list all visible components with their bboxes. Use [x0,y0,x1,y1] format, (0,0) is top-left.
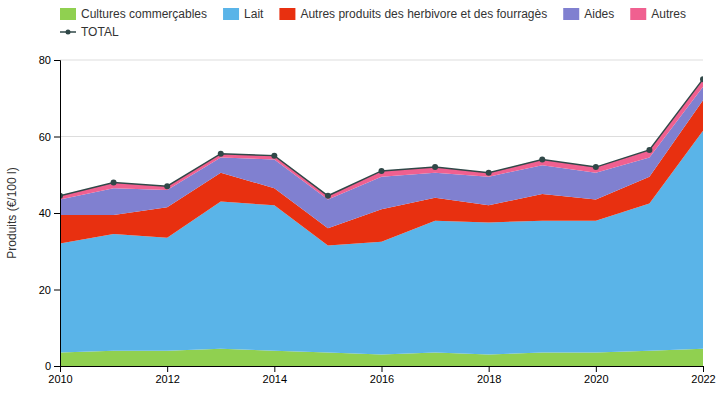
line [60,79,703,196]
tick-label: 80 [39,54,51,66]
legend-item: Autres produits des herbivore et des fou… [279,7,547,21]
area [60,87,703,229]
y-axis: 0 20 40 60 80 [39,54,61,372]
marker [486,170,492,176]
tick-mark [54,213,60,214]
chart-svg: Cultures commerçables Lait Autres produits… [0,0,725,400]
marker [593,164,599,170]
grid [60,60,703,366]
marker [164,183,170,189]
legend-swatch [563,8,579,20]
tick-label: 0 [45,360,51,372]
tick-mark [703,366,704,372]
plot-area [60,76,703,366]
legend-label: Lait [244,7,264,21]
legend-swatch [60,8,76,20]
legend-label: TOTAL [81,25,119,39]
marker [432,164,438,170]
tick-label: 2022 [691,373,715,385]
y-axis-title: Produits (€/100 l) [5,167,19,258]
tick: 40 [39,207,60,219]
tick: 2016 [370,366,394,385]
legend-label: Autres [651,7,686,21]
legend-swatch [279,8,295,20]
tick: 0 [45,360,60,372]
legend-label: Autres produits des herbivore et des fou… [300,7,547,21]
tick-mark [382,366,383,372]
legend-item: TOTAL [60,25,119,39]
marker [646,147,652,153]
marker [271,153,277,159]
legend-item: Autres [630,7,686,21]
tick: 2020 [584,366,608,385]
tick: 2012 [155,366,179,385]
tick: 20 [39,284,60,296]
legend-swatch [630,8,646,20]
tick-label: 2014 [263,373,287,385]
tick-label: 2020 [584,373,608,385]
tick-label: 2012 [155,373,179,385]
chart-container: Cultures commerçables Lait Autres produits… [0,0,725,400]
legend: Cultures commerçables Lait Autres produits… [60,7,686,39]
x-axis: 2010 2012 2014 2016 2018 2020 2022 [48,366,715,385]
marker [379,168,385,174]
tick-mark [54,137,60,138]
tick-label: 2016 [370,373,394,385]
tick-label: 2010 [48,373,72,385]
tick-mark [54,60,60,61]
plot-root: 2010 2012 2014 2016 2018 2020 2022 0 20 40 60 80 [39,54,716,385]
tick: 2010 [48,366,72,385]
tick-mark [54,366,60,367]
area [60,79,703,199]
tick-label: 40 [39,207,51,219]
tick-mark [54,290,60,291]
legend-marker [66,30,71,35]
legend-item: Lait [223,7,264,21]
tick: 2022 [691,366,715,385]
marker [325,193,331,199]
tick-mark [274,366,275,372]
tick-label: 60 [39,131,51,143]
tick-label: 20 [39,284,51,296]
tick-mark [596,366,597,372]
tick: 60 [39,131,60,143]
tick: 2018 [477,366,501,385]
marker [218,151,224,157]
tick-mark [489,366,490,372]
tick: 80 [39,54,60,66]
marker [539,156,545,162]
tick-label: 2018 [477,373,501,385]
tick-mark [167,366,168,372]
grid-line [60,136,703,137]
tick: 2014 [263,366,287,385]
legend-label: Cultures commerçables [81,7,207,21]
legend-label: Aides [584,7,614,21]
axis-line [54,61,61,367]
legend-item: Cultures commerçables [60,7,207,21]
legend-swatch [223,8,239,20]
grid-line [60,60,703,61]
legend-item: Aides [563,7,614,21]
marker [700,76,703,82]
axis-line [61,367,704,373]
marker [111,179,117,185]
